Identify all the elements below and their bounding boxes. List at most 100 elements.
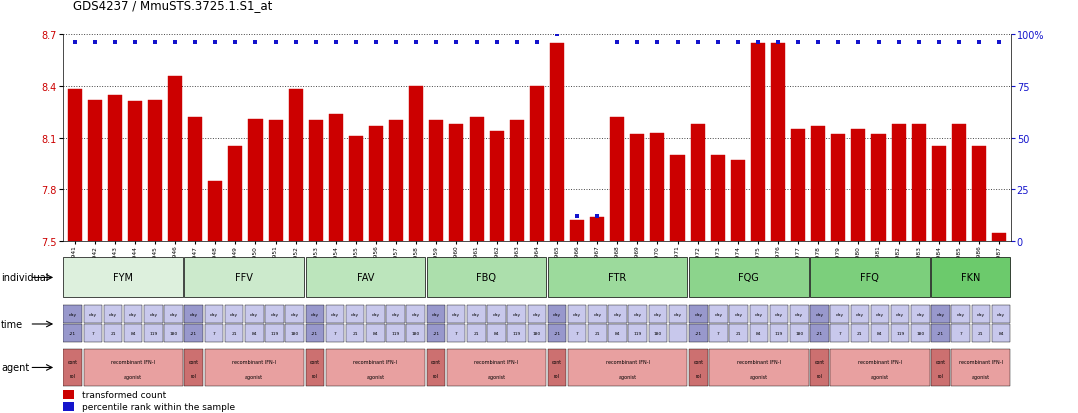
Point: [830, 40, 847, 47]
Bar: [265, 325, 284, 342]
Point: [528, 40, 545, 47]
Bar: [184, 258, 304, 298]
Text: cont: cont: [431, 359, 441, 364]
Point: [669, 40, 687, 47]
Text: recombinant IFN-I: recombinant IFN-I: [232, 359, 276, 364]
Bar: [851, 325, 869, 342]
Text: 21: 21: [595, 331, 600, 335]
Text: rol: rol: [554, 373, 559, 378]
Bar: [668, 306, 688, 323]
Bar: [871, 325, 889, 342]
Text: day: day: [391, 313, 400, 316]
Text: day: day: [250, 313, 259, 316]
Point: [447, 40, 465, 47]
Text: day: day: [291, 313, 299, 316]
Bar: [650, 133, 664, 242]
Text: rol: rol: [70, 373, 75, 378]
Bar: [709, 349, 808, 386]
Bar: [427, 258, 547, 298]
Bar: [952, 125, 966, 242]
Bar: [265, 306, 284, 323]
Text: 180: 180: [654, 331, 662, 335]
Bar: [87, 100, 101, 242]
Text: 21: 21: [353, 331, 358, 335]
Point: [870, 40, 887, 47]
Text: time: time: [1, 319, 24, 329]
Text: 7: 7: [959, 331, 962, 335]
Text: 84: 84: [494, 331, 499, 335]
Bar: [124, 325, 142, 342]
Text: recombinant IFN-I: recombinant IFN-I: [474, 359, 519, 364]
Text: 180: 180: [916, 331, 925, 335]
Text: cont: cont: [936, 359, 945, 364]
Text: day: day: [331, 313, 340, 316]
Text: day: day: [734, 313, 743, 316]
Text: day: day: [129, 313, 137, 316]
Bar: [108, 95, 122, 242]
Text: cont: cont: [68, 359, 78, 364]
Point: [428, 40, 445, 47]
Bar: [189, 118, 203, 242]
Bar: [628, 325, 647, 342]
Text: recombinant IFN-I: recombinant IFN-I: [606, 359, 650, 364]
Text: 84: 84: [614, 331, 620, 335]
Bar: [184, 325, 203, 342]
Bar: [446, 306, 466, 323]
Text: 84: 84: [998, 331, 1004, 335]
Point: [508, 40, 525, 47]
Bar: [668, 325, 688, 342]
Bar: [268, 121, 282, 242]
Bar: [305, 349, 324, 386]
Bar: [286, 306, 304, 323]
Bar: [608, 325, 627, 342]
Text: 7: 7: [333, 331, 336, 335]
Bar: [589, 306, 607, 323]
Bar: [508, 306, 526, 323]
Bar: [103, 306, 122, 323]
Point: [488, 40, 506, 47]
Text: 119: 119: [775, 331, 784, 335]
Bar: [208, 181, 222, 242]
Text: day: day: [553, 313, 561, 316]
Bar: [931, 349, 950, 386]
Text: transformed count: transformed count: [82, 390, 167, 399]
Text: rol: rol: [433, 373, 439, 378]
Point: [568, 214, 585, 220]
Point: [267, 40, 285, 47]
Point: [890, 40, 908, 47]
Text: FBQ: FBQ: [476, 273, 496, 283]
Text: 119: 119: [634, 331, 641, 335]
Bar: [229, 147, 243, 242]
Bar: [971, 306, 991, 323]
Text: 21: 21: [473, 331, 479, 335]
Bar: [410, 87, 424, 242]
Text: day: day: [452, 313, 460, 316]
Text: 7: 7: [212, 331, 216, 335]
Bar: [952, 325, 970, 342]
Bar: [568, 325, 586, 342]
Text: 7: 7: [92, 331, 94, 335]
Text: 7: 7: [455, 331, 457, 335]
Text: agonist: agonist: [124, 374, 142, 379]
Text: 119: 119: [149, 331, 157, 335]
Bar: [386, 325, 405, 342]
Bar: [144, 325, 163, 342]
Bar: [245, 325, 263, 342]
Bar: [168, 76, 182, 242]
Bar: [791, 130, 805, 242]
Bar: [205, 349, 304, 386]
Point: [789, 40, 806, 47]
Bar: [467, 306, 485, 323]
Text: -21: -21: [816, 331, 823, 335]
Text: day: day: [755, 313, 763, 316]
Text: day: day: [715, 313, 722, 316]
Bar: [305, 325, 324, 342]
Text: day: day: [977, 313, 985, 316]
Text: percentile rank within the sample: percentile rank within the sample: [82, 402, 235, 411]
Bar: [568, 306, 586, 323]
Text: 21: 21: [110, 331, 115, 335]
Bar: [548, 306, 566, 323]
Text: agonist: agonist: [750, 374, 768, 379]
Bar: [771, 44, 785, 242]
Text: 180: 180: [796, 331, 803, 335]
